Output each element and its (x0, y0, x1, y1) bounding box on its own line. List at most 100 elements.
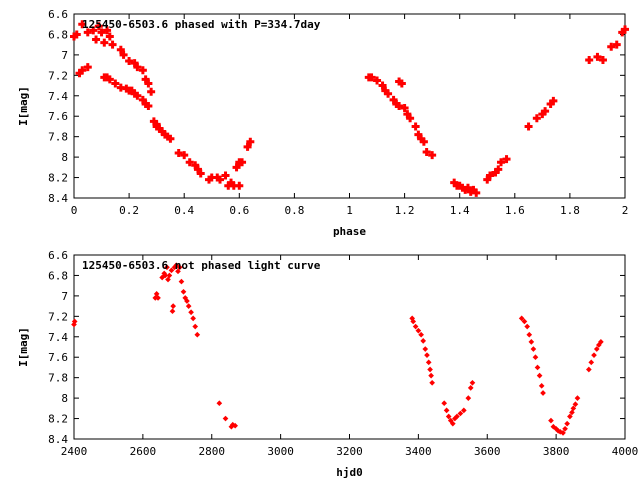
phased-data-point (221, 171, 230, 180)
phased-y-tick-label: 7.4 (48, 90, 68, 103)
phased-data-point (243, 142, 252, 151)
phased-x-tick-label: 1.2 (395, 204, 415, 217)
unphased-y-tick-label: 7.4 (48, 331, 68, 344)
unphased-data-points (71, 262, 604, 436)
phased-data-point (428, 151, 437, 160)
phased-data-point (100, 38, 109, 47)
phased-y-axis-label: I[mag] (17, 86, 30, 126)
unphased-data-point (564, 420, 570, 427)
unphased-data-point (168, 267, 175, 274)
unphased-x-tick-label: 4000 (612, 445, 639, 458)
phased-data-point (491, 168, 500, 177)
unphased-data-point (424, 352, 430, 359)
phased-data-point (450, 178, 459, 187)
phased-x-tick-label: 0 (71, 204, 78, 217)
phased-data-point (193, 165, 202, 174)
phased-data-point (532, 114, 541, 123)
unphased-data-point (412, 323, 419, 330)
phased-data-point (227, 178, 236, 187)
phased-data-point (196, 169, 205, 178)
phased-y-tick-label: 8 (61, 151, 68, 164)
phased-data-point (406, 114, 415, 123)
phased-data-point (191, 161, 200, 170)
unphased-x-tick-label: 3600 (474, 445, 501, 458)
phased-data-point (144, 102, 153, 110)
unphased-data-point (192, 323, 199, 330)
phased-data-point (204, 175, 213, 184)
unphased-y-tick-label: 8.2 (48, 413, 68, 426)
unphased-data-point (562, 425, 568, 432)
unphased-x-tick-label: 3200 (336, 445, 363, 458)
phased-data-point (483, 175, 492, 184)
unphased-data-point (429, 379, 435, 386)
phased-data-point (89, 26, 98, 35)
unphased-y-tick-label: 7.6 (48, 351, 68, 364)
phased-y-tick-label: 7 (61, 49, 68, 62)
phased-data-point (229, 181, 238, 190)
phased-data-point (414, 130, 423, 139)
unphased-x-tick-label: 3000 (267, 445, 294, 458)
unphased-data-point (469, 379, 476, 386)
phased-data-points (70, 20, 629, 197)
unphased-data-point (176, 264, 183, 271)
phased-x-tick-label: 1.4 (450, 204, 470, 217)
unphased-data-point (166, 272, 173, 279)
unphased-data-point (528, 339, 535, 345)
unphased-x-tick-label: 3800 (543, 445, 570, 458)
unphased-data-point (524, 323, 531, 330)
phased-data-point (160, 130, 169, 139)
phased-data-point (497, 158, 506, 167)
phased-data-point (133, 63, 142, 72)
phased-data-point (103, 26, 112, 35)
unphased-y-tick-label: 7.8 (48, 372, 68, 385)
unphased-data-point (71, 318, 78, 325)
phased-data-point (105, 75, 114, 84)
phased-x-tick-label: 1.6 (505, 204, 525, 217)
phased-data-point (213, 173, 222, 182)
unphased-data-point (536, 372, 543, 379)
unphased-data-point (164, 264, 170, 271)
phased-light-curve-panel: 0 0.2 0.4 0.6 0.8 1 1.2 1.4 1.6 1.8 2 6.6 6.8 7 7.2 7.4… (17, 8, 629, 238)
unphased-data-point (534, 364, 541, 371)
unphased-y-tick-label: 7.2 (48, 310, 68, 323)
unphased-data-point (418, 331, 424, 338)
phased-data-point (103, 73, 112, 82)
phased-data-point (105, 32, 114, 41)
unphased-y-tick-label: 8 (61, 392, 68, 405)
phased-data-point (149, 117, 158, 126)
phased-data-point (472, 188, 481, 197)
phased-data-point (111, 79, 120, 88)
unphased-data-point (530, 346, 537, 352)
phased-x-tick-label: 1.8 (560, 204, 580, 217)
phased-data-point (411, 122, 420, 131)
unphased-data-point (461, 407, 467, 414)
unphased-data-point (169, 308, 176, 315)
unphased-data-point (457, 410, 464, 417)
unphased-y-tick-label: 6.8 (48, 269, 68, 282)
phased-data-point (78, 20, 87, 29)
unphased-y-tick-label: 6.6 (48, 249, 68, 262)
phased-data-point (232, 163, 241, 172)
phased-data-point (141, 99, 150, 108)
phased-data-point (458, 183, 467, 192)
phased-data-point (381, 86, 390, 95)
unphased-data-point (445, 413, 452, 420)
phased-data-point (463, 183, 472, 192)
unphased-data-point (427, 366, 433, 373)
unphased-x-tick-label: 2600 (130, 445, 157, 458)
phased-plot-frame (73, 13, 626, 199)
unphased-data-point (155, 295, 161, 301)
unphased-data-point (180, 288, 187, 295)
phased-data-point (163, 132, 172, 141)
phased-data-point (125, 57, 134, 66)
phased-data-point (419, 137, 428, 146)
phased-data-point (94, 22, 103, 31)
unphased-data-point (567, 413, 573, 420)
phased-plot-title: 125450-6503.6 phased with P=334.7day (82, 18, 321, 31)
phased-data-point (185, 158, 194, 167)
unphased-data-point (410, 318, 417, 325)
phased-data-point (397, 79, 406, 88)
unphased-data-point (548, 417, 554, 424)
phased-data-point (138, 66, 147, 75)
unphased-y-axis-label: I[mag] (17, 327, 30, 367)
